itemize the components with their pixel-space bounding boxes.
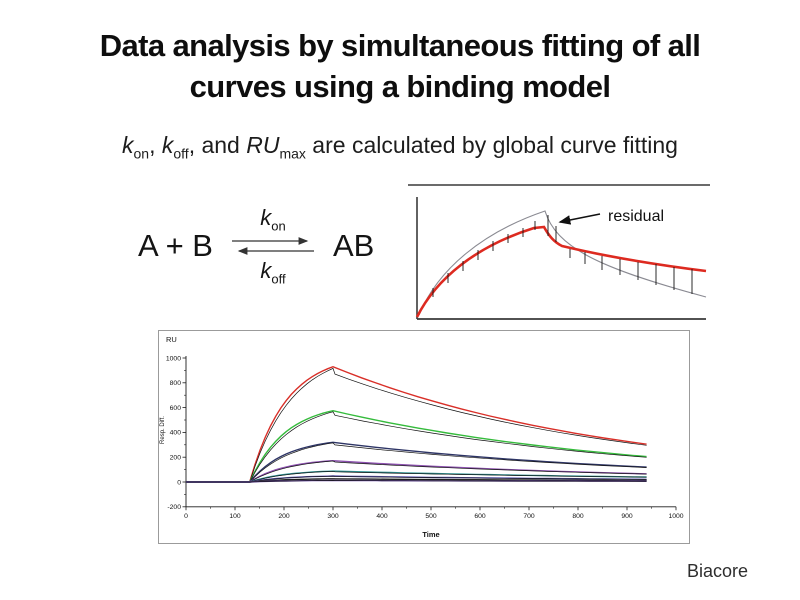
sensorgram-curve-1 [186,367,647,482]
equation-arrows-block: kon koff [229,207,317,286]
sensorgram-plot-area: 10008006004002000-2000100200300400500600… [166,355,684,520]
residual-label: residual [608,208,664,225]
x-tick-label: 200 [278,513,290,520]
y-tick-label: 400 [170,430,182,437]
kon-rate-subscript: on [271,218,285,233]
x-tick-label: 600 [474,513,486,520]
koff-symbol: k [162,132,174,158]
title-line-2: curves using a binding model [190,69,611,104]
subtitle-separator: , and [189,132,247,158]
y-tick-label: 1000 [166,355,181,362]
y-tick-label: 0 [177,479,181,486]
kon-rate-label: kon [260,207,285,232]
slide-subtitle: kon, koff, and RUmax are calculated by g… [0,132,800,162]
rumax-subscript: max [279,146,305,162]
x-tick-label: 1000 [668,513,683,520]
y-tick-label: 800 [170,380,182,387]
x-tick-label: 500 [425,513,437,520]
kon-symbol: k [122,132,134,158]
x-tick-label: 400 [376,513,388,520]
kon-subscript: on [134,146,150,162]
x-tick-label: 800 [572,513,584,520]
equation-product: AB [333,228,374,264]
rumax-symbol: RU [246,132,279,158]
equation-reactants: A + B [138,228,213,264]
credit-label: Biacore [687,561,748,582]
residual-fit-plot: residual [408,184,710,324]
kon-rate-symbol: k [260,205,271,230]
x-tick-label: 300 [327,513,339,520]
residual-measured-curve [417,227,706,317]
koff-rate-symbol: k [260,258,271,283]
x-tick-label: 100 [229,513,241,520]
x-tick-label: 700 [523,513,535,520]
subtitle-text: are calculated by global curve fitting [306,132,678,158]
sensorgram-frame [159,331,690,544]
koff-subscript: off [173,146,188,162]
koff-rate-label: koff [260,260,285,285]
x-tick-label: 900 [621,513,633,520]
sensorgram-chart: RU Resp. Diff. 10008006004002000-2000100… [158,330,690,544]
x-tick-label: 0 [184,513,188,520]
title-line-1: Data analysis by simultaneous fitting of… [100,28,701,63]
koff-rate-subscript: off [271,272,285,287]
y-tick-label: 600 [170,405,182,412]
residual-pointer-arrow-icon [560,214,600,222]
binding-equation: A + B kon koff AB [138,207,374,286]
y-tick-label: 200 [170,455,182,462]
chart-units-label: RU [166,335,177,344]
equilibrium-arrows-icon [229,234,317,258]
x-axis-label: Time [422,530,439,539]
y-tick-label: -200 [167,504,181,511]
y-axis-label: Resp. Diff. [160,416,166,444]
subtitle-separator: , [149,132,162,158]
slide-title: Data analysis by simultaneous fitting of… [0,26,800,108]
